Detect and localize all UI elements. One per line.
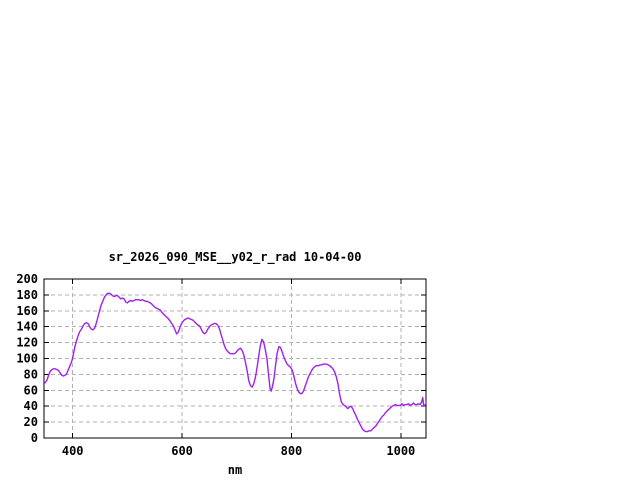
y-tick-label: 20 (24, 415, 38, 429)
y-tick-label: 120 (16, 336, 38, 350)
y-tick-label: 140 (16, 320, 38, 334)
x-tick-label: 800 (281, 444, 303, 458)
y-tick-label: 40 (24, 399, 38, 413)
y-tick-label: 160 (16, 304, 38, 318)
y-tick-label: 0 (31, 431, 38, 445)
x-tick-label: 600 (171, 444, 193, 458)
y-tick-label: 100 (16, 352, 38, 366)
spectrum-line (43, 292, 427, 433)
chart-title: sr_2026_090_MSE__y02_r_rad 10-04-00 (109, 250, 362, 265)
x-axis-label: nm (228, 463, 242, 477)
y-tick-label: 200 (16, 272, 38, 286)
x-tick-label: 1000 (386, 444, 415, 458)
y-tick-label: 180 (16, 288, 38, 302)
y-tick-label: 80 (24, 367, 38, 381)
axis-ticks (44, 278, 426, 439)
x-tick-label: 400 (62, 444, 84, 458)
grid-lines (44, 279, 426, 438)
y-tick-label: 60 (24, 383, 38, 397)
